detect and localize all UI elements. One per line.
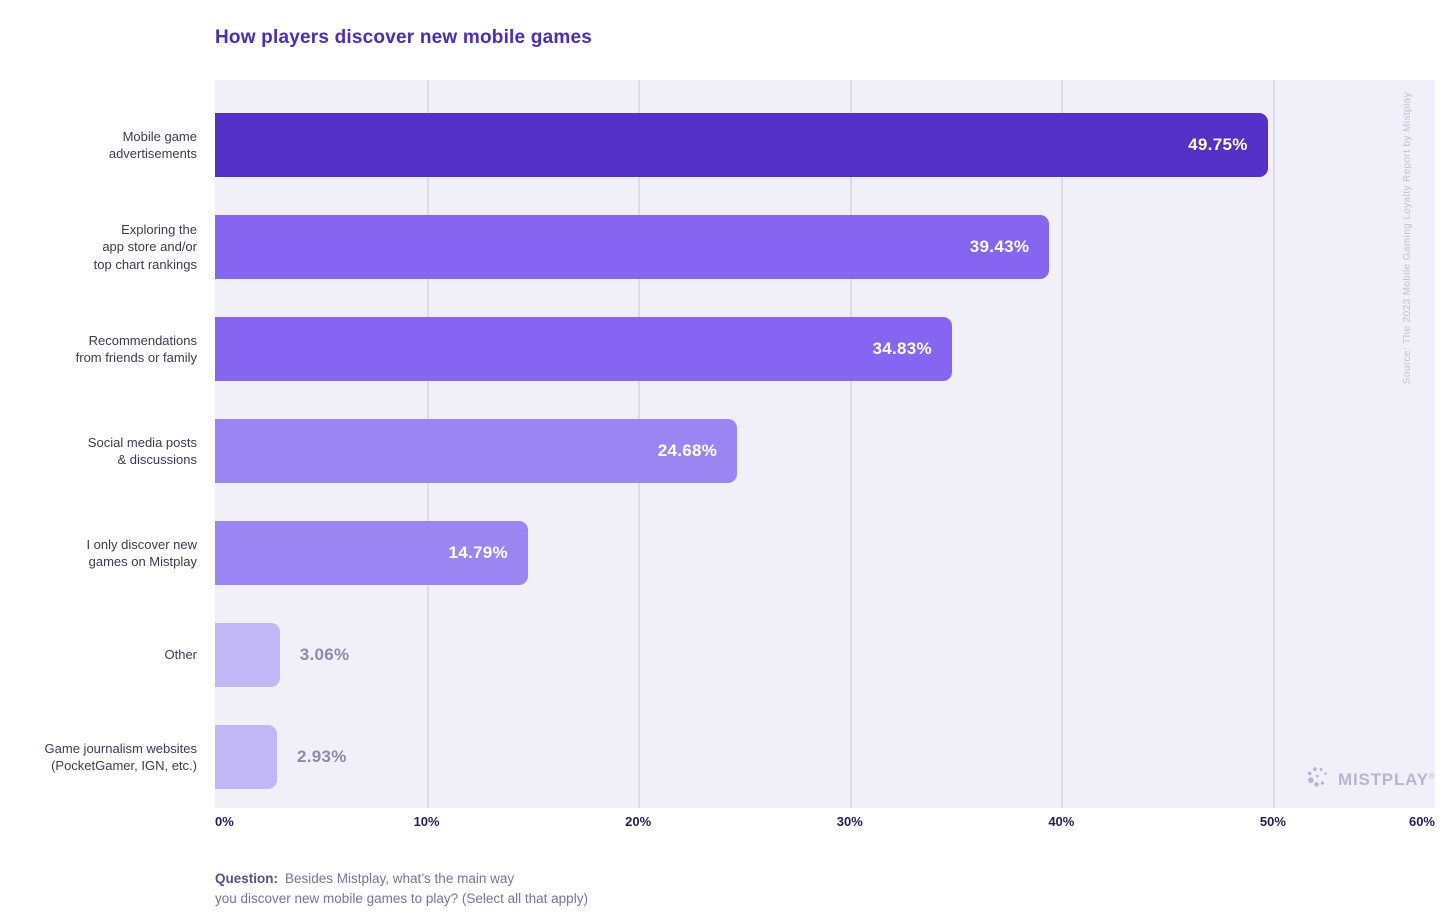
category-label: Exploring the app store and/or top chart… <box>93 222 197 272</box>
x-tick-label: 50% <box>1259 814 1286 829</box>
bar-value-label: 24.68% <box>657 441 718 460</box>
question-text-1: Besides Mistplay, what’s the main way <box>285 871 515 886</box>
x-tick-label: 10% <box>413 814 440 829</box>
bar: 34.83% <box>215 317 952 381</box>
category-labels: Mobile game advertisements Exploring the … <box>0 80 215 808</box>
bar-row: 34.83% <box>215 298 1435 400</box>
question: Question: Besides Mistplay, what’s the ma… <box>215 869 588 908</box>
bar-value-label: 2.93% <box>296 747 347 766</box>
bar-row: 2.93% <box>215 706 1435 808</box>
bar-value-label: 3.06% <box>299 645 350 664</box>
gridline <box>849 80 852 808</box>
category-label: Social media posts & discussions <box>87 434 197 467</box>
bar: 24.68% <box>215 419 738 483</box>
question-label: Question: <box>215 871 278 886</box>
category-label: I only discover new games on Mistplay <box>86 536 197 569</box>
category-row: Recommendations from friends or family <box>0 298 215 400</box>
x-axis: 0% 10% 20% 30% 40% 50% 60% <box>215 814 1435 834</box>
bar: 14.79% <box>215 521 528 585</box>
x-tick-label: 0% <box>215 814 234 829</box>
question-line-1: Question: Besides Mistplay, what’s the ma… <box>215 869 588 889</box>
category-label: Other <box>164 647 197 663</box>
question-text-2: you discover new mobile games to play? (… <box>215 890 588 906</box>
bar-row: 14.79% <box>215 502 1435 604</box>
category-row: Exploring the app store and/or top chart… <box>0 196 215 298</box>
bar: 49.75% <box>215 113 1268 177</box>
registered-mark: ® <box>1428 771 1436 781</box>
mistplay-logo-text: MISTPLAY® <box>1338 770 1436 789</box>
category-row: Other <box>0 604 215 706</box>
category-label: Game journalism websites (PocketGamer, I… <box>44 740 197 773</box>
plot-area: 49.75% 39.43% 34.83% 24.68% 14.79% 3.06% 2.93% <box>215 80 1435 808</box>
bar <box>215 623 280 687</box>
bar-value-label: 39.43% <box>969 237 1030 256</box>
bar-row: 24.68% <box>215 400 1435 502</box>
mistplay-dots-icon <box>1306 765 1331 795</box>
category-label: Mobile game advertisements <box>108 128 197 161</box>
bar-rows: 49.75% 39.43% 34.83% 24.68% 14.79% 3.06% 2.93% <box>215 94 1435 808</box>
x-tick-label: 40% <box>1048 814 1075 829</box>
category-label: Recommendations from friends or family <box>75 332 197 365</box>
bar-row: 39.43% <box>215 196 1435 298</box>
chart-title: How players discover new mobile games <box>215 27 592 48</box>
bar: 39.43% <box>215 215 1050 279</box>
bar-row: 3.06% <box>215 604 1435 706</box>
x-tick-label: 20% <box>625 814 652 829</box>
mistplay-logo: MISTPLAY® <box>1306 765 1436 795</box>
bar <box>215 725 277 789</box>
x-tick-label: 60% <box>1408 814 1435 829</box>
bar-value-label: 14.79% <box>448 543 508 562</box>
gridline <box>1272 80 1275 808</box>
bar-value-label: 49.75% <box>1188 135 1248 154</box>
category-row: I only discover new games on Mistplay <box>0 502 215 604</box>
x-tick-label: 30% <box>836 814 863 829</box>
category-row: Social media posts & discussions <box>0 400 215 502</box>
category-row: Game journalism websites (PocketGamer, I… <box>0 706 215 808</box>
bar-value-label: 34.83% <box>872 339 932 358</box>
gridline <box>1061 80 1064 808</box>
category-row: Mobile game advertisements <box>0 94 215 196</box>
bar-row: 49.75% <box>215 94 1435 196</box>
